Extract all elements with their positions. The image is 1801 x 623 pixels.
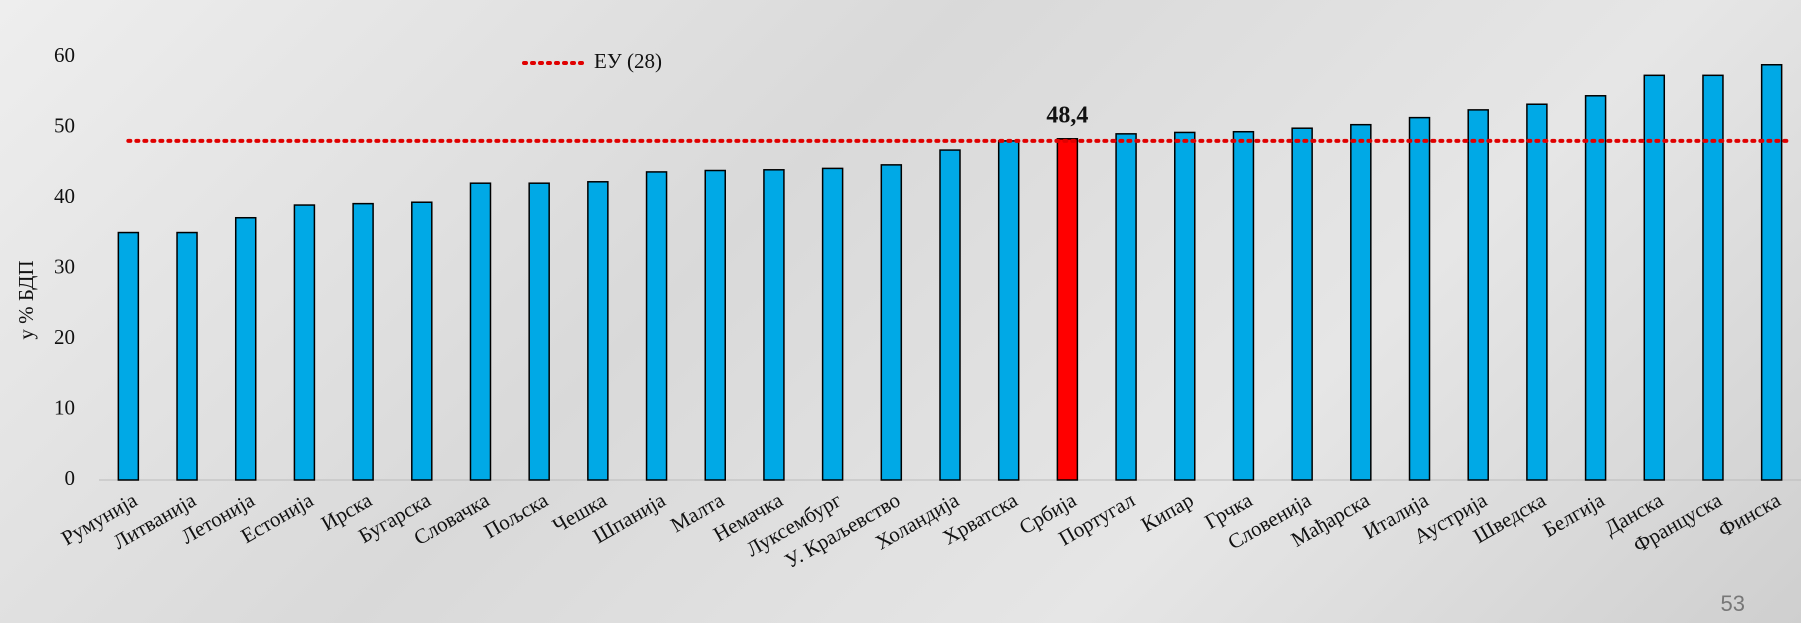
y-tick-label: 30 bbox=[54, 254, 75, 278]
value-label: 48,4 bbox=[1046, 102, 1088, 128]
bar bbox=[1467, 109, 1489, 481]
bar bbox=[821, 167, 844, 481]
bar bbox=[293, 204, 316, 481]
bar bbox=[939, 149, 961, 481]
y-tick-label: 40 bbox=[54, 184, 75, 208]
bar bbox=[997, 140, 1020, 481]
bar bbox=[117, 231, 140, 481]
bar bbox=[1584, 95, 1607, 481]
y-tick-label: 60 bbox=[54, 43, 75, 67]
x-tick-label: Финска bbox=[1714, 487, 1785, 542]
x-tick-label: Белгија bbox=[1539, 487, 1609, 542]
bar bbox=[1291, 127, 1313, 481]
bar bbox=[234, 216, 257, 481]
bar bbox=[1056, 138, 1079, 481]
bar bbox=[1526, 103, 1548, 481]
bar bbox=[1350, 123, 1372, 481]
bar bbox=[1232, 130, 1255, 481]
bar bbox=[1643, 74, 1666, 481]
y-tick-label: 50 bbox=[54, 113, 75, 137]
bar bbox=[587, 181, 609, 481]
bar bbox=[645, 171, 668, 481]
bar bbox=[352, 202, 374, 481]
page-number: 53 bbox=[1721, 591, 1745, 616]
y-tick-label: 10 bbox=[54, 395, 75, 419]
bar bbox=[1174, 131, 1196, 481]
bar bbox=[763, 169, 785, 481]
bar bbox=[880, 164, 903, 481]
y-tick-label: 20 bbox=[54, 325, 75, 349]
legend-label: ЕУ (28) bbox=[594, 49, 662, 73]
x-tick-label: Кипар bbox=[1137, 488, 1198, 537]
x-tick-label: Пољска bbox=[480, 487, 553, 543]
bar bbox=[1115, 133, 1137, 481]
bar bbox=[469, 182, 492, 481]
bar bbox=[411, 201, 433, 481]
bar bbox=[1408, 116, 1431, 481]
bar bbox=[1702, 74, 1724, 481]
bar bbox=[1760, 64, 1783, 481]
y-axis-label: у % БДП bbox=[14, 260, 38, 339]
bar bbox=[528, 182, 550, 481]
bar bbox=[176, 231, 198, 481]
bar bbox=[704, 169, 726, 481]
y-tick-label: 0 bbox=[65, 466, 76, 490]
